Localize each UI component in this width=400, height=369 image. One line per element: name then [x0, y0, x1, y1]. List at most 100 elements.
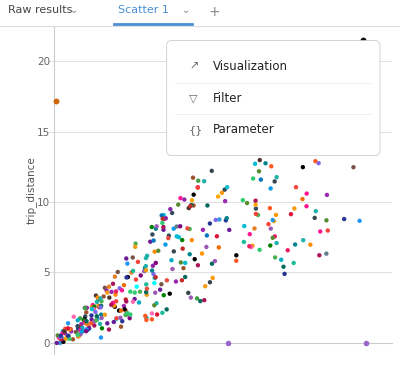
Point — [316, 252, 322, 258]
Text: Raw results: Raw results — [8, 5, 72, 15]
Point — [265, 102, 271, 108]
Point — [64, 334, 70, 339]
Point — [214, 233, 220, 239]
Point — [93, 293, 99, 299]
Point — [201, 178, 207, 184]
Point — [252, 202, 259, 208]
Point — [98, 298, 105, 304]
Point — [268, 163, 274, 169]
Point — [123, 299, 130, 304]
Point — [106, 327, 112, 332]
Point — [124, 261, 130, 266]
Point — [281, 271, 288, 277]
Point — [216, 244, 222, 250]
Point — [165, 235, 172, 241]
Point — [177, 195, 184, 201]
Point — [202, 283, 208, 289]
Point — [203, 244, 210, 250]
Point — [57, 336, 64, 342]
Point — [154, 223, 160, 229]
Point — [263, 89, 270, 95]
Point — [113, 298, 119, 304]
Point — [170, 248, 177, 254]
Point — [208, 168, 215, 174]
Point — [246, 243, 252, 249]
Point — [147, 239, 154, 245]
Point — [157, 287, 163, 293]
Point — [133, 277, 139, 283]
Point — [166, 291, 173, 297]
Point — [94, 299, 100, 305]
Point — [308, 109, 314, 115]
Point — [122, 297, 129, 303]
Point — [291, 206, 298, 211]
Point — [215, 194, 221, 200]
Point — [207, 221, 213, 227]
Point — [324, 228, 331, 234]
Point — [160, 292, 167, 298]
Point — [324, 192, 330, 198]
Point — [248, 244, 254, 250]
Point — [94, 316, 100, 322]
Point — [127, 311, 134, 317]
Point — [240, 197, 246, 203]
Point — [336, 70, 343, 76]
Point — [360, 68, 366, 74]
Point — [195, 262, 201, 268]
Point — [169, 210, 175, 216]
Point — [150, 271, 157, 277]
Point — [284, 247, 291, 253]
Point — [97, 296, 104, 301]
Point — [249, 243, 256, 249]
Point — [304, 48, 310, 54]
Point — [268, 226, 274, 232]
Point — [265, 221, 272, 227]
Point — [180, 265, 187, 271]
Point — [161, 216, 168, 222]
Point — [66, 327, 72, 332]
Point — [327, 118, 333, 124]
Point — [160, 212, 167, 218]
Point — [68, 326, 74, 332]
Point — [267, 142, 273, 148]
Point — [61, 329, 68, 335]
Point — [112, 274, 118, 280]
Point — [137, 289, 143, 295]
Point — [233, 252, 240, 258]
Point — [119, 287, 125, 293]
Point — [74, 323, 81, 329]
Point — [179, 237, 186, 243]
Point — [370, 45, 376, 51]
Point — [75, 325, 82, 331]
Point — [160, 224, 166, 230]
Point — [152, 260, 159, 266]
Point — [148, 224, 155, 230]
Point — [143, 289, 149, 295]
Point — [150, 238, 157, 244]
Point — [190, 175, 196, 180]
Point — [181, 197, 188, 203]
Point — [102, 285, 108, 291]
Point — [82, 313, 88, 319]
Point — [151, 280, 158, 286]
Point — [271, 218, 277, 224]
Point — [150, 263, 156, 269]
Text: Parameter: Parameter — [213, 123, 275, 136]
Point — [363, 96, 370, 102]
Point — [77, 315, 83, 321]
Point — [158, 213, 165, 218]
Point — [210, 275, 216, 281]
Point — [103, 288, 110, 294]
Point — [141, 268, 148, 274]
Point — [82, 319, 88, 325]
Point — [80, 328, 86, 334]
Point — [363, 114, 370, 120]
Point — [313, 208, 319, 214]
Point — [138, 272, 144, 278]
Point — [192, 256, 198, 262]
Point — [350, 164, 357, 170]
Text: Visualization: Visualization — [213, 60, 288, 73]
Point — [89, 306, 95, 312]
Point — [250, 176, 256, 182]
Point — [313, 76, 320, 82]
